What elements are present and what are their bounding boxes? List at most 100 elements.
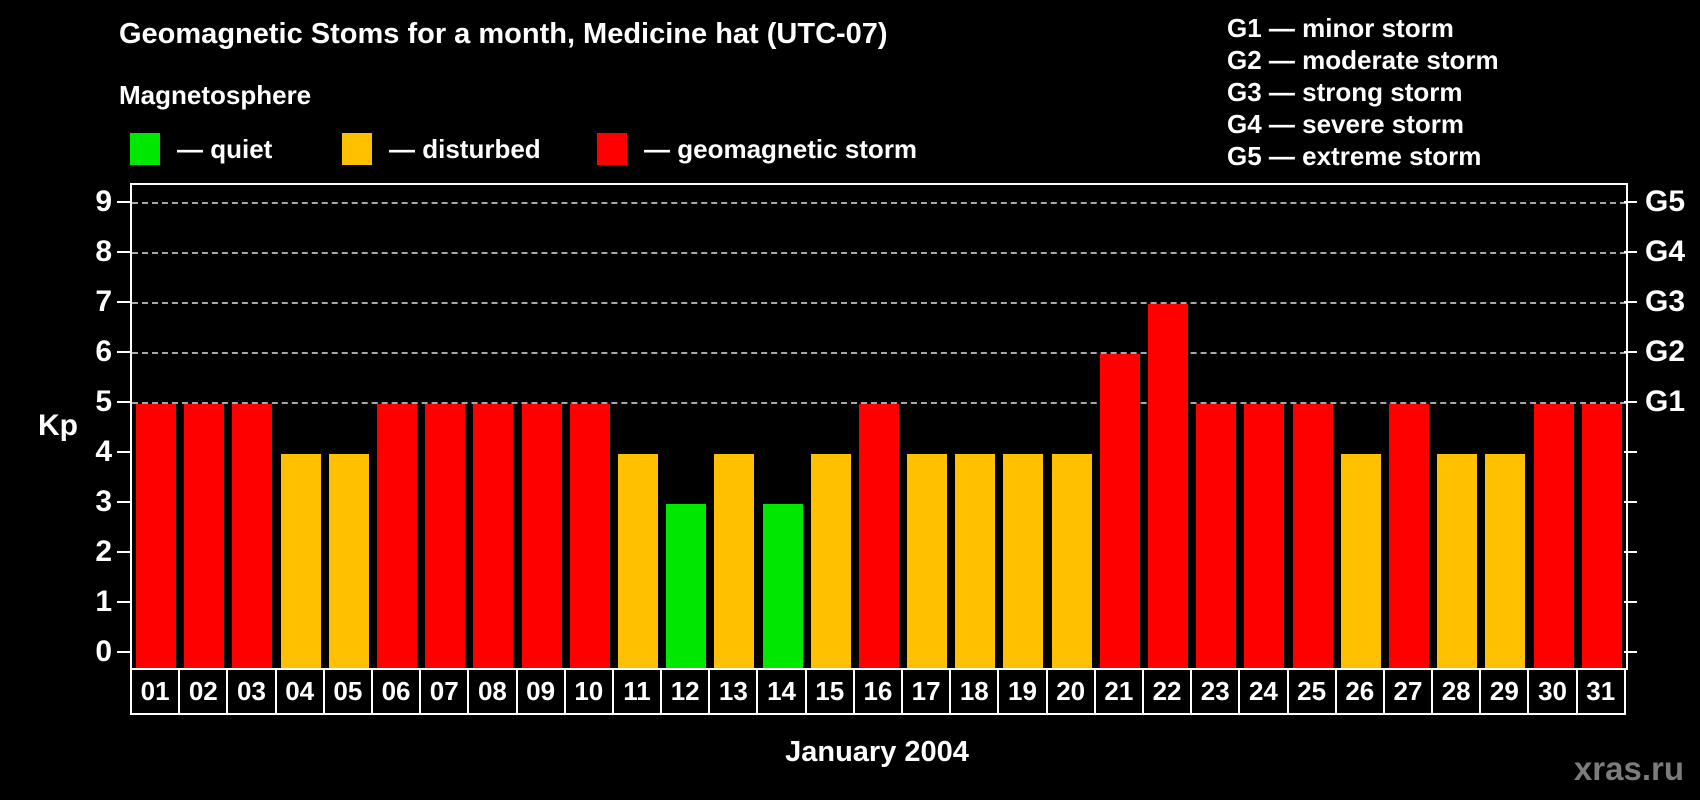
- g-legend-line-5: G5 — extreme storm: [1227, 141, 1482, 171]
- day-label-cell-30: 30: [1527, 668, 1578, 715]
- bar-day-05: [328, 454, 369, 670]
- bar-day-03: [232, 404, 273, 670]
- right-axis-label-g1: G1: [1645, 385, 1686, 418]
- bar-day-08: [473, 404, 514, 670]
- right-tick-kp9: [1624, 201, 1637, 203]
- day-label-cell-11: 11: [611, 668, 663, 715]
- right-tick-kp7: [1624, 301, 1637, 303]
- day-label-cell-17: 17: [901, 668, 952, 715]
- day-label-cell-13: 13: [708, 668, 759, 715]
- bar-day-27: [1389, 404, 1430, 670]
- y-axis-label-6: 6: [95, 335, 112, 368]
- right-tick-kp6: [1624, 351, 1637, 353]
- y-axis-label-8: 8: [95, 235, 112, 268]
- right-tick-kp8: [1624, 251, 1637, 253]
- g-legend-line-3: G3 — strong storm: [1227, 77, 1463, 107]
- bar-day-06: [376, 404, 417, 670]
- y-axis-label-3: 3: [95, 485, 112, 518]
- day-label-cell-01: 01: [130, 668, 181, 715]
- legend-item-disturbed: — disturbed: [342, 132, 541, 166]
- g-legend-line-4: G4 — severe storm: [1227, 109, 1465, 139]
- bar-day-17: [907, 454, 948, 670]
- day-label-cell-19: 19: [997, 668, 1048, 715]
- bar-day-28: [1437, 454, 1478, 670]
- legend-item-storm: — geomagnetic storm: [597, 132, 917, 166]
- day-label-cell-02: 02: [178, 668, 229, 715]
- day-label-cell-27: 27: [1382, 668, 1434, 715]
- watermark: xras.ru: [1573, 750, 1684, 787]
- day-label-cell-14: 14: [756, 668, 807, 715]
- chart-title: Geomagnetic Stoms for a month, Medicine …: [119, 18, 888, 50]
- day-label-cell-09: 09: [515, 668, 566, 715]
- day-label-cell-18: 18: [949, 668, 1000, 715]
- bar-day-22: [1148, 304, 1189, 670]
- day-label-cell-24: 24: [1238, 668, 1289, 715]
- day-label-cell-06: 06: [370, 668, 422, 715]
- bar-day-09: [521, 404, 562, 670]
- bar-day-11: [617, 454, 658, 670]
- g-legend-line-1: G1 — minor storm: [1227, 13, 1454, 43]
- day-label-cell-21: 21: [1093, 668, 1144, 715]
- legend-item-quiet-label: — quiet: [177, 133, 273, 164]
- plot-area: [130, 183, 1628, 670]
- right-tick-kp3: [1624, 501, 1637, 503]
- left-tick-kp9: [117, 201, 130, 203]
- gridline-kp8: [132, 252, 1626, 254]
- bar-day-02: [184, 404, 225, 670]
- left-tick-kp4: [117, 451, 130, 453]
- bar-day-14: [762, 504, 803, 670]
- bar-day-01: [136, 404, 176, 670]
- day-label-cell-22: 22: [1141, 668, 1193, 715]
- quiet-color-swatch: [130, 133, 160, 165]
- legend-item-quiet: — quiet: [130, 132, 272, 166]
- bar-day-10: [569, 404, 610, 670]
- right-axis-label-g5: G5: [1645, 185, 1686, 218]
- y-axis-label-1: 1: [95, 585, 112, 618]
- bar-day-29: [1485, 454, 1526, 670]
- g-legend-line-2: G2 — moderate storm: [1227, 45, 1499, 75]
- day-label-cell-26: 26: [1334, 668, 1385, 715]
- day-label-cell-07: 07: [419, 668, 470, 715]
- disturbed-color-swatch: [342, 133, 372, 165]
- bar-day-24: [1244, 404, 1285, 670]
- gridline-kp9: [132, 202, 1626, 204]
- left-tick-kp7: [117, 301, 130, 303]
- right-tick-kp1: [1624, 601, 1637, 603]
- left-tick-kp2: [117, 551, 130, 553]
- right-tick-kp0: [1624, 651, 1637, 653]
- day-label-cell-04: 04: [274, 668, 325, 715]
- bar-day-18: [955, 454, 996, 670]
- bar-day-15: [810, 454, 851, 670]
- bar-day-25: [1292, 404, 1333, 670]
- y-axis-label-2: 2: [95, 535, 112, 568]
- day-label-cell-23: 23: [1190, 668, 1241, 715]
- legend-item-storm-label: — geomagnetic storm: [644, 133, 918, 164]
- x-axis-title: January 2004: [785, 736, 969, 768]
- day-label-cell-08: 08: [467, 668, 518, 715]
- g-scale-legend: G1 — minor storm G2 — moderate storm G3 — …: [1227, 12, 1499, 172]
- bar-day-30: [1533, 404, 1574, 670]
- day-label-cell-12: 12: [660, 668, 711, 715]
- bar-day-21: [1099, 354, 1140, 670]
- bar-day-07: [425, 404, 466, 670]
- right-tick-kp5: [1624, 401, 1637, 403]
- day-label-cell-20: 20: [1045, 668, 1096, 715]
- day-label-cell-28: 28: [1431, 668, 1482, 715]
- day-label-cell-10: 10: [563, 668, 614, 715]
- right-tick-kp4: [1624, 451, 1637, 453]
- gridline-kp7: [132, 302, 1626, 304]
- right-axis-label-g3: G3: [1645, 285, 1686, 318]
- y-axis-label-5: 5: [95, 385, 112, 418]
- day-label-cell-16: 16: [852, 668, 903, 715]
- left-tick-kp8: [117, 251, 130, 253]
- day-label-cell-05: 05: [322, 668, 373, 715]
- gridline-kp5: [132, 402, 1626, 404]
- day-label-cell-25: 25: [1286, 668, 1337, 715]
- left-tick-kp3: [117, 501, 130, 503]
- y-axis-label-9: 9: [95, 185, 112, 218]
- bar-day-19: [1003, 454, 1044, 670]
- bar-day-16: [858, 404, 899, 670]
- bar-day-31: [1581, 404, 1622, 670]
- day-label-cell-03: 03: [226, 668, 277, 715]
